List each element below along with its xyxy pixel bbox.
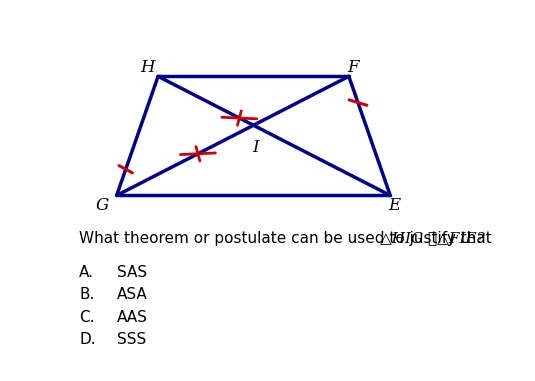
Text: I: I bbox=[252, 139, 259, 156]
Text: F: F bbox=[347, 59, 358, 76]
Text: E: E bbox=[388, 197, 401, 214]
Text: H: H bbox=[141, 59, 155, 76]
Text: AAS: AAS bbox=[117, 309, 148, 325]
Text: A.: A. bbox=[79, 265, 94, 280]
Text: G: G bbox=[95, 197, 109, 214]
Text: SAS: SAS bbox=[117, 265, 147, 280]
Text: B.: B. bbox=[79, 287, 95, 303]
Text: What theorem or postulate can be used to justify that: What theorem or postulate can be used to… bbox=[79, 231, 497, 246]
Text: ASA: ASA bbox=[117, 287, 147, 303]
Text: D.: D. bbox=[79, 332, 96, 347]
Text: C.: C. bbox=[79, 309, 95, 325]
Text: SSS: SSS bbox=[117, 332, 146, 347]
Text: △HIG ≅△FIE?: △HIG ≅△FIE? bbox=[380, 231, 485, 245]
